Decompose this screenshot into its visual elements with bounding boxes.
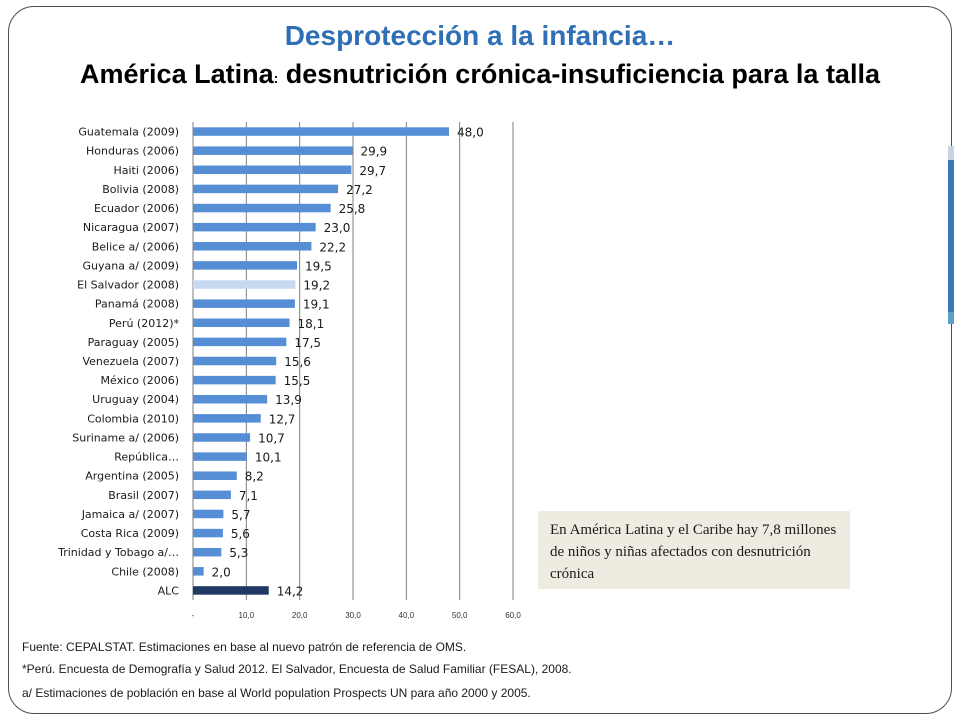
x-tick-label: 40,0 — [399, 611, 415, 620]
bar — [193, 414, 261, 423]
data-label: 12,7 — [269, 412, 296, 426]
bar — [193, 567, 204, 576]
category-label: Honduras (2006) — [86, 145, 179, 158]
x-tick-label: 10,0 — [239, 611, 255, 620]
data-label: 19,2 — [303, 279, 330, 293]
subtitle-region: América Latina — [80, 59, 274, 89]
data-label: 10,7 — [258, 431, 285, 445]
bar — [193, 261, 297, 270]
x-tick-label: 50,0 — [452, 611, 468, 620]
data-label: 15,6 — [284, 355, 311, 369]
x-tick-label: 60,0 — [505, 611, 521, 620]
bar — [193, 299, 295, 308]
data-label: 8,2 — [245, 470, 264, 484]
category-label: Suriname a/ (2006) — [72, 431, 179, 444]
bar — [193, 394, 268, 404]
category-label: República… — [114, 451, 179, 464]
bar — [193, 280, 296, 289]
category-label: Colombia (2010) — [87, 412, 179, 425]
bar — [193, 452, 247, 461]
data-label: 19,5 — [305, 259, 332, 273]
category-label: El Salvador (2008) — [77, 279, 179, 292]
category-label: Trinidad y Tobago a/… — [57, 546, 179, 559]
data-label: 17,5 — [294, 336, 321, 350]
bar — [193, 509, 224, 519]
data-label: 22,2 — [319, 240, 346, 254]
category-label: México (2006) — [101, 374, 179, 387]
subtitle-separator: : — [273, 70, 279, 86]
category-label: Chile (2008) — [111, 565, 179, 578]
bar — [193, 127, 449, 136]
bar — [193, 547, 222, 557]
data-label: 15,5 — [284, 374, 311, 388]
bar — [193, 433, 251, 442]
category-label: Haiti (2006) — [113, 164, 179, 177]
bar — [193, 146, 353, 155]
category-label: Ecuador (2006) — [94, 202, 179, 215]
bar — [193, 222, 316, 232]
bar — [193, 242, 312, 251]
category-label: Nicaragua (2007) — [83, 221, 179, 234]
data-label: 14,2 — [277, 584, 304, 598]
data-label: 29,7 — [359, 164, 386, 178]
data-label: 5,3 — [229, 546, 248, 560]
category-label: Bolivia (2008) — [102, 183, 179, 196]
data-label: 29,9 — [360, 145, 387, 159]
data-label: 5,7 — [231, 508, 250, 522]
x-tick-label: 30,0 — [345, 611, 361, 620]
slide-frame — [8, 6, 952, 714]
bar — [193, 337, 287, 347]
bar — [193, 586, 269, 595]
bar — [193, 490, 231, 500]
source-note-3: a/ Estimaciones de población en base al … — [22, 686, 531, 700]
category-label: Argentina (2005) — [85, 470, 179, 483]
page-title: Desprotección a la infancia… — [284, 20, 676, 51]
category-label: Venezuela (2007) — [82, 355, 179, 368]
data-label: 48,0 — [457, 126, 484, 140]
category-label: Uruguay (2004) — [92, 393, 179, 406]
bar — [193, 165, 352, 175]
x-tick-label: 20,0 — [292, 611, 308, 620]
x-tick-label: - — [192, 611, 195, 620]
source-note-1: Fuente: CEPALSTAT. Estimaciones en base … — [22, 640, 467, 654]
data-label: 19,1 — [303, 298, 330, 312]
callout-note: En América Latina y el Caribe hay 7,8 mi… — [538, 511, 850, 589]
page-subtitle: América Latina: desnutrición crónica-ins… — [0, 56, 960, 96]
category-label: ALC — [158, 584, 180, 597]
decorative-side-stripe — [948, 146, 954, 324]
category-label: Belice a/ (2006) — [92, 240, 179, 253]
bar — [193, 528, 223, 538]
category-label: Brasil (2007) — [108, 489, 179, 502]
data-label: 7,1 — [239, 489, 258, 503]
category-label: Paraguay (2005) — [88, 336, 179, 349]
category-label: Costa Rica (2009) — [81, 527, 179, 540]
subtitle-topic: desnutrición crónica-insuficiencia para … — [278, 59, 880, 89]
bar-chart: - 10,0 20,0 30,0 40,0 50,0 60,0 Guatemala (2009… — [18, 118, 538, 628]
bar — [193, 184, 339, 194]
data-label: 25,8 — [339, 202, 366, 216]
category-label: Panamá (2008) — [95, 298, 179, 311]
category-label: Guatemala (2009) — [78, 126, 179, 139]
bar — [193, 471, 237, 480]
data-label: 10,1 — [255, 451, 282, 465]
bar — [193, 318, 290, 328]
bar-chart-svg: - 10,0 20,0 30,0 40,0 50,0 60,0 Guatemala (2009… — [57, 122, 521, 620]
category-label: Guyana a/ (2009) — [83, 259, 179, 272]
bar — [193, 356, 277, 366]
bar — [193, 203, 331, 213]
data-label: 2,0 — [212, 565, 231, 579]
data-label: 5,6 — [231, 527, 250, 541]
data-label: 18,1 — [298, 317, 325, 331]
category-label: Perú (2012)* — [109, 317, 180, 330]
bar — [193, 375, 276, 385]
data-label: 13,9 — [275, 393, 302, 407]
category-label: Jamaica a/ (2007) — [81, 508, 179, 521]
data-label: 23,0 — [324, 221, 351, 235]
source-note-2: *Perú. Encuesta de Demografía y Salud 20… — [22, 662, 572, 676]
data-label: 27,2 — [346, 183, 373, 197]
